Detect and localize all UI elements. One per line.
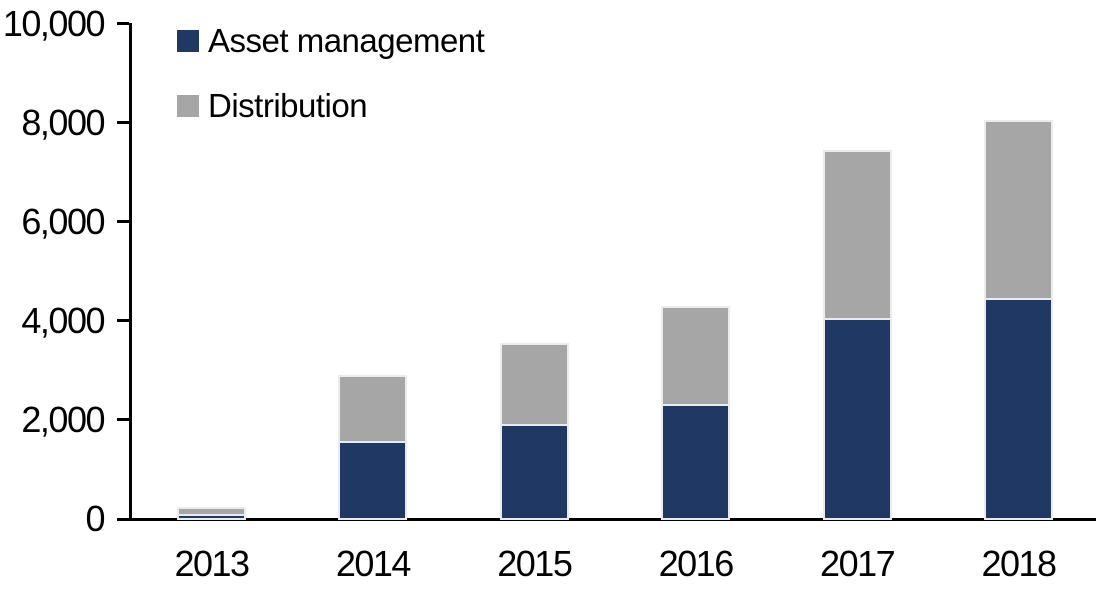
y-tick-mark (117, 121, 129, 124)
y-axis-label: 6,000 (21, 201, 105, 242)
legend-swatch-icon (177, 29, 199, 52)
y-tick-mark (117, 418, 129, 421)
x-axis-label: 2015 (497, 543, 573, 584)
y-tick-mark (117, 220, 129, 223)
y-axis-label: 2,000 (21, 399, 105, 440)
bar-segment-asset-management (499, 421, 569, 520)
x-axis-label: 2018 (981, 543, 1057, 584)
bar-segment-asset-management (822, 315, 892, 520)
x-axis-line (117, 518, 1096, 521)
y-tick-mark (117, 22, 129, 25)
bar-segment-asset-management (984, 295, 1053, 520)
x-axis-label: 2013 (174, 543, 250, 584)
x-axis-label: 2016 (658, 543, 735, 584)
y-axis-label: 8,000 (21, 102, 105, 143)
bar-segment-asset-management (661, 402, 731, 520)
bar-segment-distribution (499, 342, 569, 426)
bar-segment-distribution (177, 507, 246, 516)
bar-segment-distribution (822, 149, 892, 320)
legend: Asset management Distribution (177, 22, 485, 159)
legend-label: Asset management (208, 22, 485, 59)
y-axis-label: 4,000 (21, 300, 105, 341)
y-axis-label: 10,000 (2, 3, 106, 44)
bar-segment-distribution (661, 305, 731, 407)
bar-segment-distribution (984, 120, 1053, 300)
x-axis-label: 2014 (335, 543, 412, 584)
y-axis-label: 0 (85, 498, 105, 539)
bar-segment-asset-management (338, 439, 408, 520)
x-axis-label: 2017 (820, 543, 896, 584)
bar-segment-asset-management (177, 512, 246, 520)
legend-swatch-icon (177, 94, 199, 117)
legend-item-distribution: Distribution (177, 87, 484, 124)
legend-item-asset-management: Asset management (177, 22, 485, 59)
y-axis-line (129, 23, 132, 521)
y-tick-mark (117, 319, 129, 322)
bar-segment-distribution (338, 374, 408, 444)
legend-label: Distribution (208, 87, 368, 124)
